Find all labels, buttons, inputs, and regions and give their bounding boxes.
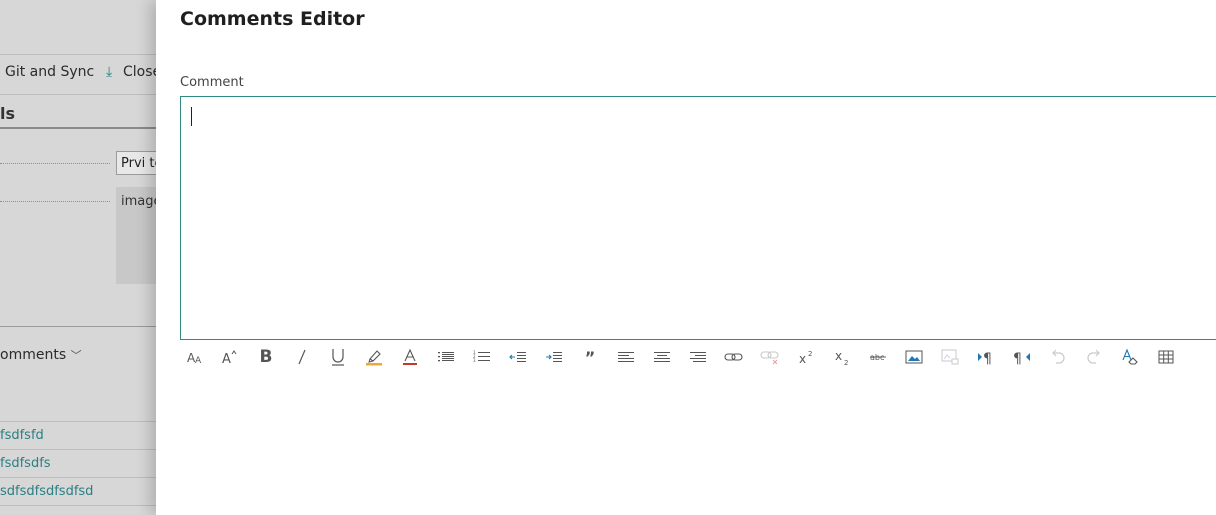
image-field[interactable]: image (116, 187, 160, 284)
divider (0, 477, 160, 478)
quote-icon[interactable]: ” (584, 347, 596, 367)
field-leader (0, 201, 110, 202)
comment-label: Comment (180, 75, 244, 90)
background-page: Git and Sync ⤓ Close ls Prvi te image om… (0, 0, 160, 515)
divider (0, 94, 160, 95)
text-caret (191, 107, 192, 126)
comments-heading[interactable]: omments ﹀ (0, 347, 82, 363)
git-and-sync-action[interactable]: Git and Sync (5, 64, 95, 80)
divider (0, 326, 160, 327)
list-item[interactable]: fsdfsfd (0, 428, 44, 443)
section-title: ls (0, 104, 16, 123)
italic-icon[interactable] (288, 344, 316, 370)
align-left-icon[interactable] (612, 344, 640, 370)
align-center-icon[interactable] (648, 344, 676, 370)
divider (0, 449, 160, 450)
svg-text:A: A (222, 352, 231, 365)
field-leader (0, 163, 110, 164)
svg-text:x: x (835, 349, 842, 363)
divider (0, 54, 160, 55)
bold-icon[interactable]: B (259, 347, 273, 367)
svg-text:¶: ¶ (983, 351, 992, 365)
chevron-down-icon: ﹀ (70, 349, 82, 362)
section-underline (0, 127, 160, 129)
svg-text:A: A (195, 356, 202, 365)
comments-heading-label: omments (0, 347, 67, 363)
insert-table-icon[interactable] (1152, 344, 1180, 370)
divider (0, 421, 160, 422)
strikethrough-icon[interactable]: abc (864, 344, 892, 370)
decrease-indent-icon[interactable] (504, 344, 532, 370)
close-action[interactable]: Close (123, 64, 160, 80)
list-item[interactable]: sdfsdfsdfsdfsd (0, 484, 94, 499)
clear-format-icon[interactable] (1116, 344, 1144, 370)
font-color-icon[interactable] (396, 344, 424, 370)
bullet-list-icon[interactable] (432, 344, 460, 370)
insert-image-icon[interactable] (900, 344, 928, 370)
align-right-icon[interactable] (684, 344, 712, 370)
dialog-title: Comments Editor (180, 8, 365, 30)
divider (0, 505, 160, 506)
svg-text:2: 2 (808, 350, 812, 358)
svg-text:x: x (799, 352, 806, 365)
svg-text:2: 2 (473, 354, 476, 359)
ltr-icon[interactable]: ¶ (972, 344, 1000, 370)
svg-text:1: 1 (473, 350, 476, 355)
font-size-icon[interactable]: A (216, 344, 244, 370)
svg-text:3: 3 (473, 358, 476, 363)
underline-icon[interactable] (324, 344, 352, 370)
undo-icon[interactable] (1044, 344, 1072, 370)
list-item[interactable]: fsdfsdfs (0, 456, 51, 471)
comment-editor[interactable] (180, 96, 1216, 340)
remove-link-icon[interactable] (756, 344, 784, 370)
rtl-icon[interactable]: ¶ (1008, 344, 1036, 370)
svg-text:¶: ¶ (1013, 351, 1022, 365)
increase-indent-icon[interactable] (540, 344, 568, 370)
svg-text:2: 2 (844, 359, 848, 366)
svg-text:abc: abc (870, 353, 884, 362)
title-input[interactable]: Prvi te (116, 151, 160, 175)
svg-text:A: A (187, 351, 196, 365)
edit-image-icon[interactable] (936, 344, 964, 370)
highlight-icon[interactable] (360, 344, 388, 370)
redo-icon[interactable] (1080, 344, 1108, 370)
close-action-icon[interactable]: ⤓ (106, 64, 113, 80)
insert-link-icon[interactable] (720, 344, 748, 370)
